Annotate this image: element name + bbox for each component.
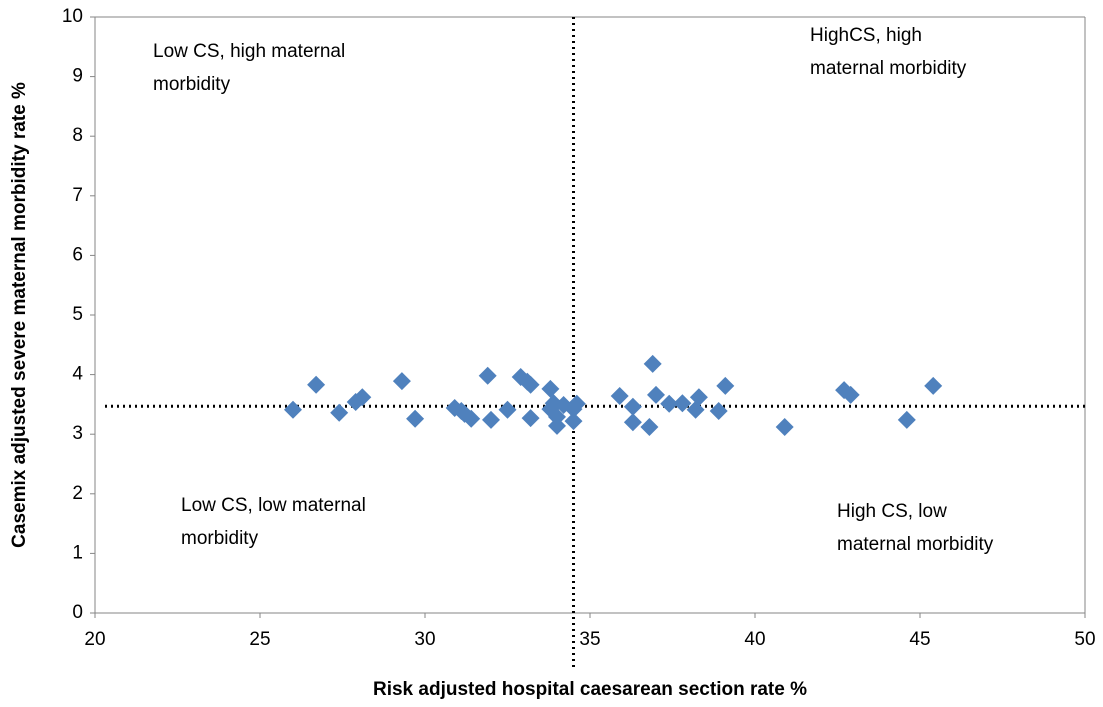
y-axis-title: Casemix adjusted severe maternal morbidi… bbox=[9, 82, 30, 548]
point bbox=[897, 410, 916, 429]
point bbox=[709, 401, 728, 420]
point bbox=[406, 409, 425, 428]
y-tick-label: 10 bbox=[62, 6, 83, 27]
point bbox=[623, 397, 642, 416]
point bbox=[521, 375, 540, 394]
x-tick-label: 40 bbox=[744, 629, 765, 650]
point bbox=[640, 418, 659, 437]
annotation: Low CS, high maternal bbox=[153, 41, 345, 62]
point bbox=[541, 379, 560, 398]
annotation: HighCS, high bbox=[810, 25, 922, 46]
point bbox=[841, 385, 860, 404]
point bbox=[392, 372, 411, 391]
x-tick-label: 20 bbox=[84, 629, 105, 650]
point bbox=[647, 385, 665, 404]
y-tick-label: 4 bbox=[72, 364, 83, 385]
annotation: High CS, low bbox=[837, 501, 947, 522]
point bbox=[643, 354, 662, 373]
x-tick-label: 45 bbox=[909, 629, 930, 650]
point bbox=[673, 394, 692, 413]
y-tick-label: 2 bbox=[72, 483, 83, 504]
point bbox=[686, 400, 705, 419]
x-tick-label: 25 bbox=[249, 629, 270, 650]
x-tick-label: 30 bbox=[414, 629, 435, 650]
annotation: morbidity bbox=[153, 74, 231, 95]
x-axis-title: Risk adjusted hospital caesarean section… bbox=[373, 679, 807, 700]
point bbox=[478, 366, 497, 385]
point bbox=[567, 394, 586, 413]
y-tick-label: 9 bbox=[72, 66, 83, 87]
point bbox=[353, 388, 372, 407]
y-tick-label: 1 bbox=[72, 542, 83, 563]
y-tick-label: 5 bbox=[72, 304, 83, 325]
point bbox=[482, 410, 500, 429]
annotation: maternal morbidity bbox=[837, 534, 994, 555]
point bbox=[498, 400, 517, 419]
point bbox=[330, 403, 349, 422]
point bbox=[716, 376, 735, 395]
point bbox=[564, 412, 583, 431]
point bbox=[689, 388, 708, 407]
annotation: maternal morbidity bbox=[810, 58, 967, 79]
annotation: morbidity bbox=[181, 528, 259, 549]
point bbox=[462, 409, 481, 428]
y-tick-label: 6 bbox=[72, 244, 83, 265]
point bbox=[548, 416, 566, 435]
point bbox=[924, 376, 943, 395]
point bbox=[284, 400, 302, 419]
y-tick-label: 7 bbox=[72, 185, 83, 206]
x-tick-label: 35 bbox=[579, 629, 600, 650]
point bbox=[610, 387, 629, 406]
point bbox=[623, 413, 642, 432]
y-tick-label: 8 bbox=[72, 125, 83, 146]
point bbox=[775, 418, 794, 437]
point bbox=[307, 375, 326, 394]
x-tick-label: 50 bbox=[1074, 629, 1095, 650]
y-tick-label: 0 bbox=[72, 602, 83, 623]
point bbox=[660, 394, 679, 413]
point bbox=[521, 409, 540, 428]
annotation: Low CS, low maternal bbox=[181, 495, 366, 516]
y-tick-label: 3 bbox=[72, 423, 83, 444]
